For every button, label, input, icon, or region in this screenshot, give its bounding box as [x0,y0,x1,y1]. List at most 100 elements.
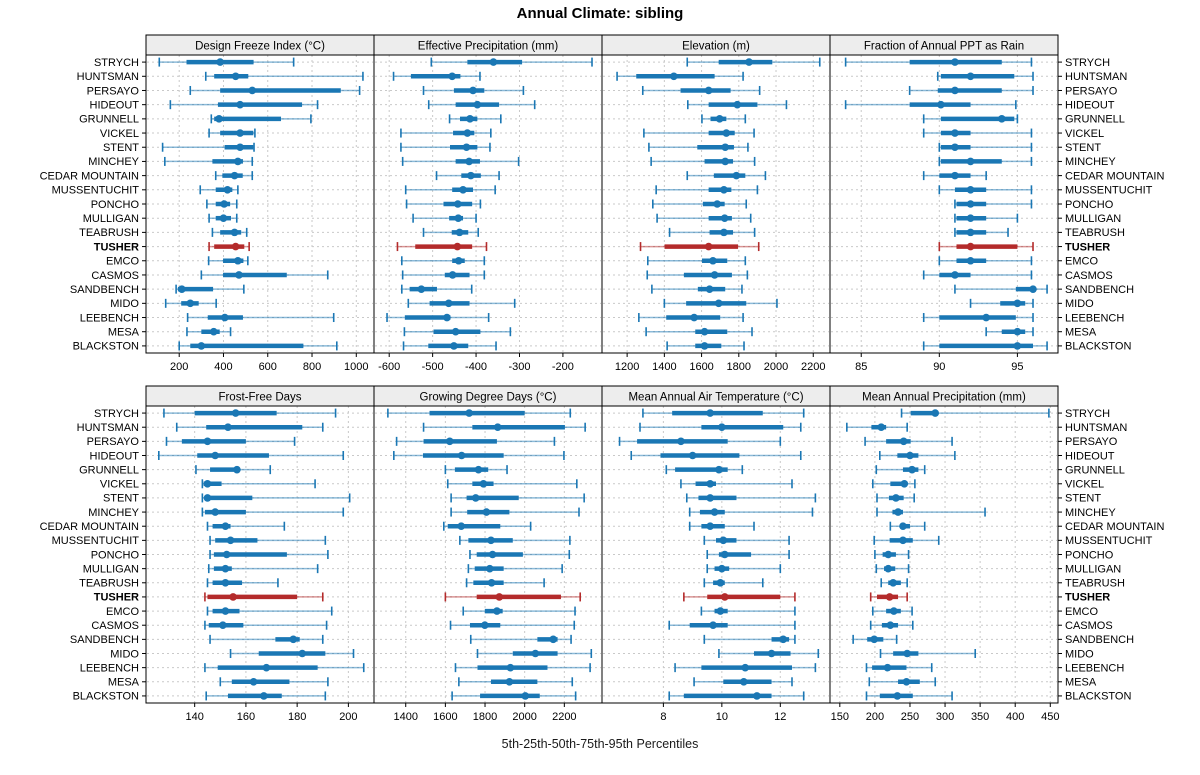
panel-strip-title: Mean Annual Precipitation (mm) [862,392,1026,404]
median-dot [745,58,753,66]
median-dot [495,593,504,601]
median-dot [451,327,460,336]
site-label-left: GRUNNELL [79,114,139,126]
median-dot [474,465,483,474]
site-label-right: BLACKSTON [1065,341,1131,353]
median-dot [454,200,462,208]
median-dot [234,157,242,166]
median-dot [709,256,717,265]
median-dot [260,692,268,700]
median-dot [197,342,206,350]
median-dot [454,214,463,222]
median-dot [741,663,750,672]
median-dot [462,143,471,152]
median-dot [966,214,975,222]
median-dot [549,635,558,644]
site-label-right: PERSAYO [1065,436,1118,448]
median-dot [235,271,243,279]
site-label-right: STRYCH [1065,408,1110,420]
median-dot [443,313,451,322]
median-dot [885,593,894,601]
site-label-right: MESA [1065,677,1097,689]
median-dot [890,607,898,615]
median-dot [531,649,540,658]
site-label-left: VICKEL [100,479,139,491]
median-dot [732,171,741,180]
site-label-left: CASMOS [91,620,139,632]
median-dot [719,536,728,545]
median-dot [221,313,229,322]
x-axis-tick-label: 10 [716,711,728,723]
median-dot [715,465,723,474]
x-axis-tick-label: 1400 [652,361,676,373]
median-dot [966,186,975,194]
median-dot [704,86,713,95]
x-axis-tick-label: 140 [185,711,203,723]
median-dot [709,621,717,630]
median-dot [219,214,228,222]
median-dot [716,607,725,615]
site-label-right: GRUNNELL [1065,464,1125,476]
median-dot [899,536,907,545]
site-label-left: MULLIGAN [83,563,139,575]
median-dot [289,635,298,644]
panel-background [146,55,374,353]
median-dot [262,663,271,672]
site-label-left: STENT [103,493,139,505]
site-label-right: TUSHER [1065,241,1110,253]
median-dot [706,494,714,502]
median-dot [951,271,959,279]
median-dot [445,437,454,446]
site-label-right: HIDEOUT [1065,99,1115,111]
site-label-left: TEABRUSH [79,578,139,590]
site-label-right: STENT [1065,142,1101,154]
site-label-left: CASMOS [91,270,139,282]
median-dot [479,479,488,488]
median-dot [226,536,235,545]
panel-strip [829,385,1059,407]
median-dot [487,536,495,545]
median-dot [902,677,911,686]
x-axis-tick-label: 2000 [764,361,788,373]
site-label-left: SANDBENCH [70,284,139,296]
median-dot [453,242,462,251]
median-dot [203,494,212,502]
site-label-left: MULLIGAN [83,213,139,225]
site-label-left: HUNTSMAN [77,71,139,83]
median-dot [706,479,714,488]
x-axis-tick-label: 800 [303,361,321,373]
median-dot [493,607,501,615]
median-dot [473,100,482,109]
median-dot [951,58,959,66]
site-label-left: EMCO [106,606,139,618]
median-dot [488,550,497,559]
site-label-left: MINCHEY [88,507,139,519]
x-axis-tick-label: 1600 [433,711,457,723]
median-dot [710,271,719,279]
panel-strip-title: Design Freeze Index (°C) [195,41,325,53]
median-dot [487,578,496,587]
x-axis-tick-label: 2200 [801,361,825,373]
median-dot [899,437,908,446]
site-label-left: MUSSENTUCHIT [52,185,140,197]
median-dot [481,621,489,630]
x-axis-tick-label: 150 [831,711,849,723]
x-axis-tick-label: 95 [1011,361,1023,373]
median-dot [236,143,244,152]
median-dot [883,663,892,672]
site-label-right: MUSSENTUCHIT [1065,185,1153,197]
median-dot [713,200,722,208]
median-dot [951,171,959,180]
x-axis-tick-label: 180 [288,711,306,723]
site-label-right: HIDEOUT [1065,450,1115,462]
site-label-right: PONCHO [1065,549,1114,561]
median-dot [521,692,530,700]
median-dot [231,242,240,251]
median-dot [710,508,719,516]
median-dot [889,578,897,587]
median-dot [733,100,742,109]
median-dot [720,228,728,237]
site-label-right: STRYCH [1065,57,1110,69]
median-dot [236,100,244,109]
